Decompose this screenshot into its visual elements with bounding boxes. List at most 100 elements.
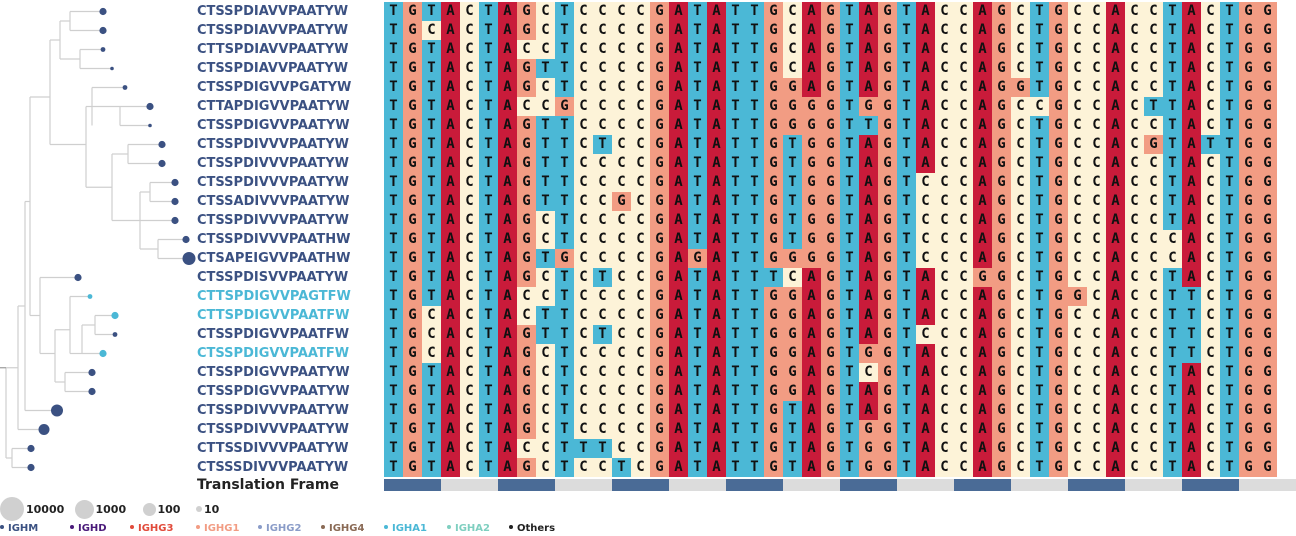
nucleotide-cell: A [707,230,726,249]
nucleotide-cell: C [1087,211,1106,230]
nucleotide-cell: G [1049,325,1068,344]
nucleotide-cell: C [460,287,479,306]
sequence-label: CTTSPDIGVVPAGTFW [197,289,351,304]
nucleotide-cell: C [593,173,612,192]
nucleotide-cell: A [859,135,878,154]
sequence-label: CTSSPDIVVVPAATYW [197,137,349,152]
nucleotide-cell: C [574,192,593,211]
nucleotide-cell: C [935,439,954,458]
isotype-label: IGHG4 [329,523,365,534]
nucleotide-cell: T [479,325,498,344]
nucleotide-cell: G [821,21,840,40]
nucleotide-cell: G [650,458,669,477]
nucleotide-cell: G [403,21,422,40]
codon-frame-gap [1239,479,1296,491]
nucleotide-cell: T [384,192,403,211]
nucleotide-cell: G [517,78,536,97]
isotype-label: IGHG3 [138,523,174,534]
nucleotide-cell: A [859,21,878,40]
nucleotide-cell: C [612,97,631,116]
nucleotide-cell: A [1182,211,1201,230]
nucleotide-cell: A [1106,268,1125,287]
nucleotide-cell: C [1011,59,1030,78]
nucleotide-cell: G [1258,192,1277,211]
nucleotide-cell: G [1239,173,1258,192]
nucleotide-cell: C [1068,192,1087,211]
nucleotide-cell: C [1011,40,1030,59]
nucleotide-cell: T [555,420,574,439]
nucleotide-cell: C [1087,287,1106,306]
nucleotide-cell: T [479,458,498,477]
clone-size-bubble [112,332,118,337]
nucleotide-cell: A [707,154,726,173]
nucleotide-cell: G [1049,363,1068,382]
nucleotide-cell: C [1011,173,1030,192]
nucleotide-cell: T [1030,230,1049,249]
nucleotide-cell: G [783,382,802,401]
nucleotide-cell: T [384,154,403,173]
nucleotide-cell: G [764,173,783,192]
nucleotide-cell: G [517,268,536,287]
nucleotide-cell: C [935,211,954,230]
nucleotide-cell: A [1106,363,1125,382]
nucleotide-cell: G [1239,420,1258,439]
nucleotide-cell: A [973,249,992,268]
nucleotide-cell: C [1068,2,1087,21]
nucleotide-cell: A [669,78,688,97]
nucleotide-cell: G [878,154,897,173]
nucleotide-cell: C [1201,249,1220,268]
isotype-dot-icon [0,525,4,529]
nucleotide-cell: C [574,325,593,344]
isotype-legend-item: IGHD [70,522,107,536]
nucleotide-cell: C [536,439,555,458]
nucleotide-cell: G [821,154,840,173]
nucleotide-cell: T [422,363,441,382]
sequence-label: CTSSPDIGVVPAATYW [197,365,350,380]
nucleotide-cell: C [1087,59,1106,78]
nucleotide-cell: A [441,363,460,382]
nucleotide-cell: A [707,97,726,116]
nucleotide-cell: T [422,230,441,249]
nucleotide-cell: A [973,287,992,306]
nucleotide-cell: A [669,2,688,21]
nucleotide-cell: C [460,382,479,401]
nucleotide-cell: T [726,458,745,477]
nucleotide-cell: C [574,97,593,116]
nucleotide-cell: T [783,420,802,439]
nucleotide-cell: G [1258,135,1277,154]
nucleotide-cell: T [1163,287,1182,306]
nucleotide-cell: A [441,78,460,97]
clone-size-bubble [110,66,114,71]
nucleotide-cell: T [840,420,859,439]
nucleotide-cell: T [555,173,574,192]
nucleotide-cell: T [479,382,498,401]
nucleotide-cell: A [916,40,935,59]
nucleotide-cell: A [802,458,821,477]
nucleotide-cell: G [650,344,669,363]
nucleotide-cell: G [650,59,669,78]
nucleotide-cell: T [422,59,441,78]
nucleotide-cell: C [612,382,631,401]
nucleotide-cell: C [1011,21,1030,40]
nucleotide-cell: G [878,78,897,97]
nucleotide-cell: G [764,249,783,268]
nucleotide-cell: A [859,287,878,306]
nucleotide-cell: C [1201,2,1220,21]
nucleotide-cell: C [935,344,954,363]
nucleotide-cell: C [954,401,973,420]
nucleotide-cell: C [1011,230,1030,249]
nucleotide-cell: A [441,116,460,135]
nucleotide-cell: A [441,458,460,477]
codon-frame-block [840,479,897,491]
nucleotide-cell: G [650,154,669,173]
nucleotide-cell: T [1220,40,1239,59]
nucleotide-cell: T [422,249,441,268]
nucleotide-cell: T [555,154,574,173]
nucleotide-cell: T [726,363,745,382]
nucleotide-cell: G [1049,287,1068,306]
nucleotide-cell: C [1087,249,1106,268]
nucleotide-cell: A [973,325,992,344]
sequence-label: CTSSPDIAVVPAATYW [197,23,349,38]
nucleotide-cell: C [1201,439,1220,458]
nucleotide-cell: G [821,78,840,97]
